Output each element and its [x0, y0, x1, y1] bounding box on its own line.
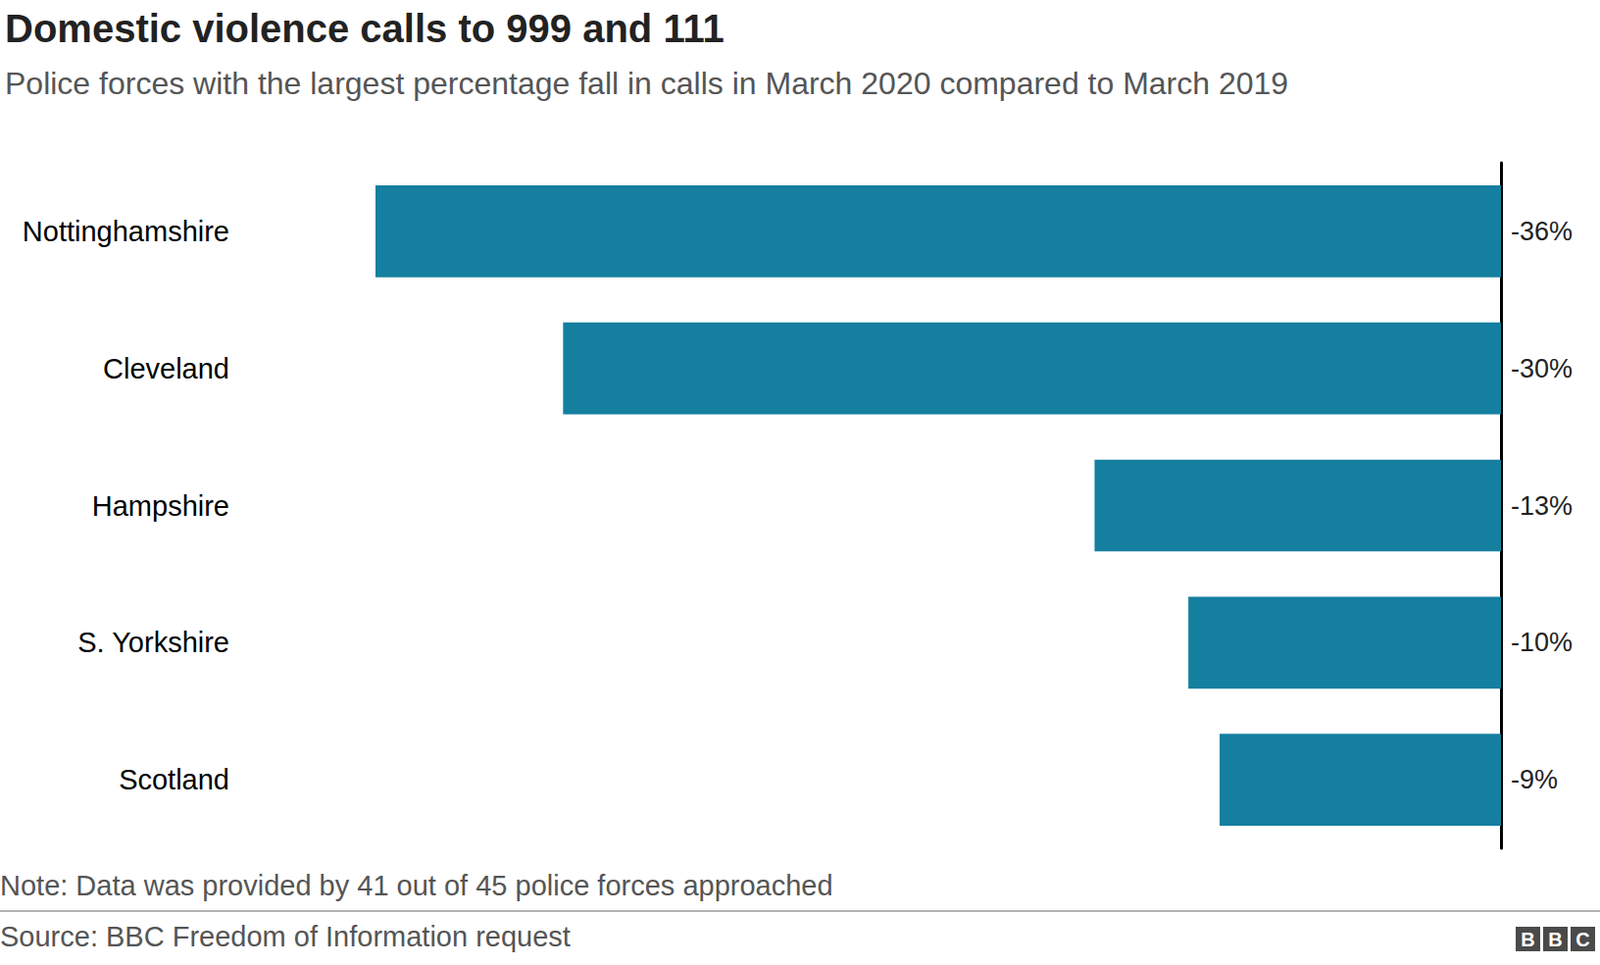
svg-text:Police forces with the largest: Police forces with the largest percentag…: [4, 65, 1289, 101]
svg-text:Hampshire: Hampshire: [92, 490, 230, 522]
svg-text:-13%: -13%: [1510, 491, 1573, 521]
svg-text:Domestic violence calls to 999: Domestic violence calls to 999 and 111: [4, 6, 725, 50]
svg-text:B: B: [1548, 928, 1562, 950]
svg-text:-30%: -30%: [1510, 353, 1573, 384]
svg-text:-10%: -10%: [1510, 627, 1573, 657]
svg-text:-36%: -36%: [1510, 216, 1573, 247]
svg-text:C: C: [1575, 928, 1590, 950]
svg-text:S. Yorkshire: S. Yorkshire: [77, 626, 230, 658]
svg-text:B: B: [1520, 928, 1535, 950]
svg-text:Source: BBC Freedom of Informa: Source: BBC Freedom of Information reque…: [0, 920, 571, 952]
svg-text:Nottinghamshire: Nottinghamshire: [22, 215, 230, 248]
svg-text:Note: Data was provided by 41: Note: Data was provided by 41 out of 45 …: [0, 869, 834, 901]
svg-text:Cleveland: Cleveland: [102, 352, 230, 385]
svg-text:-9%: -9%: [1510, 764, 1558, 795]
svg-text:Scotland: Scotland: [118, 763, 230, 796]
